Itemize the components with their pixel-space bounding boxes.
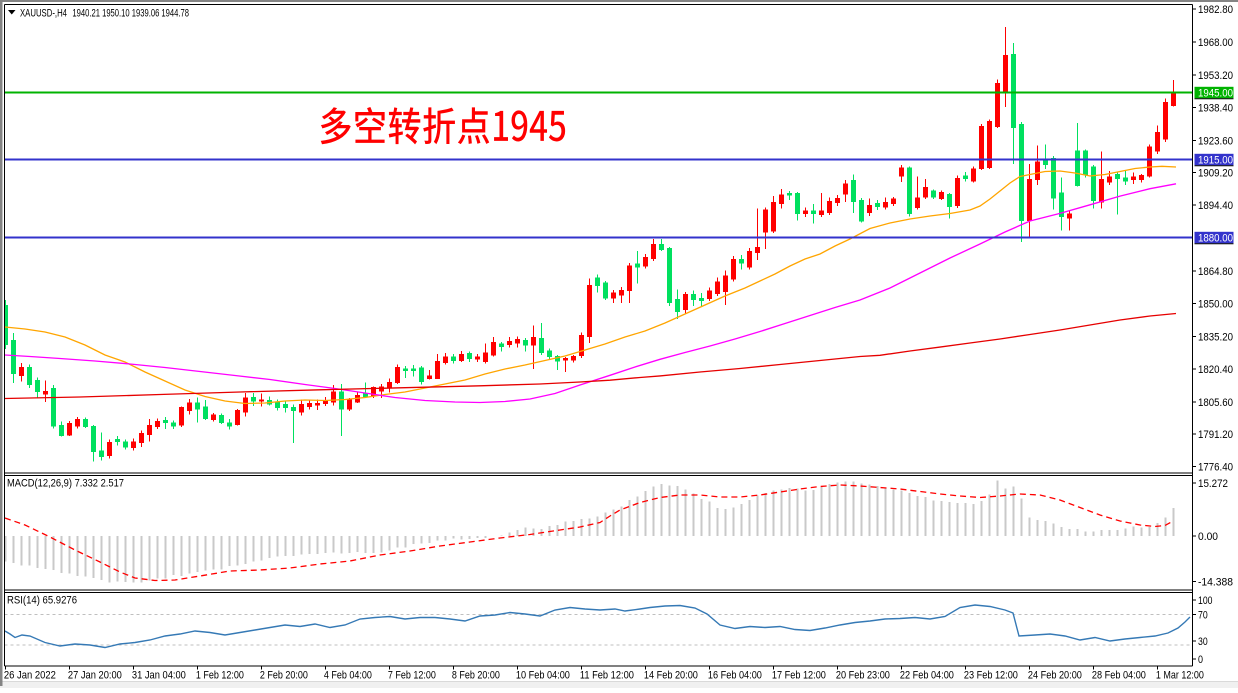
svg-text:1923.60: 1923.60 [1198, 135, 1233, 147]
svg-text:1864.80: 1864.80 [1198, 266, 1233, 278]
svg-text:1938.40: 1938.40 [1198, 103, 1233, 115]
svg-text:1982.80: 1982.80 [1198, 4, 1233, 16]
svg-text:1945.00: 1945.00 [1198, 88, 1233, 100]
svg-text:1915.00: 1915.00 [1198, 155, 1233, 167]
svg-text:24 Feb 20:00: 24 Feb 20:00 [1028, 670, 1082, 682]
svg-text:-14.388: -14.388 [1198, 577, 1233, 589]
svg-text:4 Feb 04:00: 4 Feb 04:00 [324, 670, 372, 682]
svg-text:17 Feb 12:00: 17 Feb 12:00 [772, 670, 826, 682]
svg-text:30: 30 [1198, 636, 1208, 648]
svg-text:28 Feb 04:00: 28 Feb 04:00 [1092, 670, 1146, 682]
svg-text:8 Feb 20:00: 8 Feb 20:00 [452, 670, 500, 682]
svg-text:31 Jan 04:00: 31 Jan 04:00 [132, 670, 186, 682]
svg-text:23 Feb 12:00: 23 Feb 12:00 [964, 670, 1018, 682]
svg-text:1820.40: 1820.40 [1198, 364, 1233, 376]
svg-text:1791.20: 1791.20 [1198, 429, 1233, 441]
svg-text:1 Mar 12:00: 1 Mar 12:00 [1156, 670, 1204, 682]
svg-text:15.272: 15.272 [1198, 478, 1228, 490]
svg-text:1776.40: 1776.40 [1198, 462, 1233, 474]
svg-text:1894.40: 1894.40 [1198, 200, 1233, 212]
svg-text:11 Feb 12:00: 11 Feb 12:00 [580, 670, 634, 682]
svg-text:26 Jan 2022: 26 Jan 2022 [4, 670, 56, 682]
svg-text:XAUUSD-,H4: XAUUSD-,H4 [20, 8, 67, 20]
svg-text:1953.20: 1953.20 [1198, 70, 1233, 82]
svg-text:0.00: 0.00 [1198, 531, 1218, 543]
svg-text:RSI(14) 65.9276: RSI(14) 65.9276 [7, 595, 77, 607]
svg-text:1909.20: 1909.20 [1198, 167, 1233, 179]
svg-text:10 Feb 04:00: 10 Feb 04:00 [516, 670, 570, 682]
svg-text:16 Feb 04:00: 16 Feb 04:00 [708, 670, 762, 682]
svg-text:1940.21 1950.10 1939.06 1944.7: 1940.21 1950.10 1939.06 1944.78 [72, 8, 189, 20]
svg-text:1880.00: 1880.00 [1198, 233, 1233, 245]
svg-text:2 Feb 20:00: 2 Feb 20:00 [260, 670, 308, 682]
svg-text:100: 100 [1198, 595, 1213, 607]
svg-text:0: 0 [1198, 654, 1203, 666]
svg-text:1805.60: 1805.60 [1198, 397, 1233, 409]
svg-text:1850.00: 1850.00 [1198, 299, 1233, 311]
svg-text:7 Feb 12:00: 7 Feb 12:00 [388, 670, 436, 682]
svg-text:1 Feb 12:00: 1 Feb 12:00 [196, 670, 244, 682]
svg-text:14 Feb 20:00: 14 Feb 20:00 [644, 670, 698, 682]
svg-text:27 Jan 20:00: 27 Jan 20:00 [68, 670, 122, 682]
svg-text:22 Feb 04:00: 22 Feb 04:00 [900, 670, 954, 682]
svg-text:70: 70 [1198, 610, 1208, 622]
svg-text:20 Feb 23:00: 20 Feb 23:00 [836, 670, 890, 682]
svg-text:MACD(12,26,9) 7.332 2.517: MACD(12,26,9) 7.332 2.517 [7, 478, 124, 490]
svg-text:1835.20: 1835.20 [1198, 331, 1233, 343]
svg-text:1968.00: 1968.00 [1198, 37, 1233, 49]
